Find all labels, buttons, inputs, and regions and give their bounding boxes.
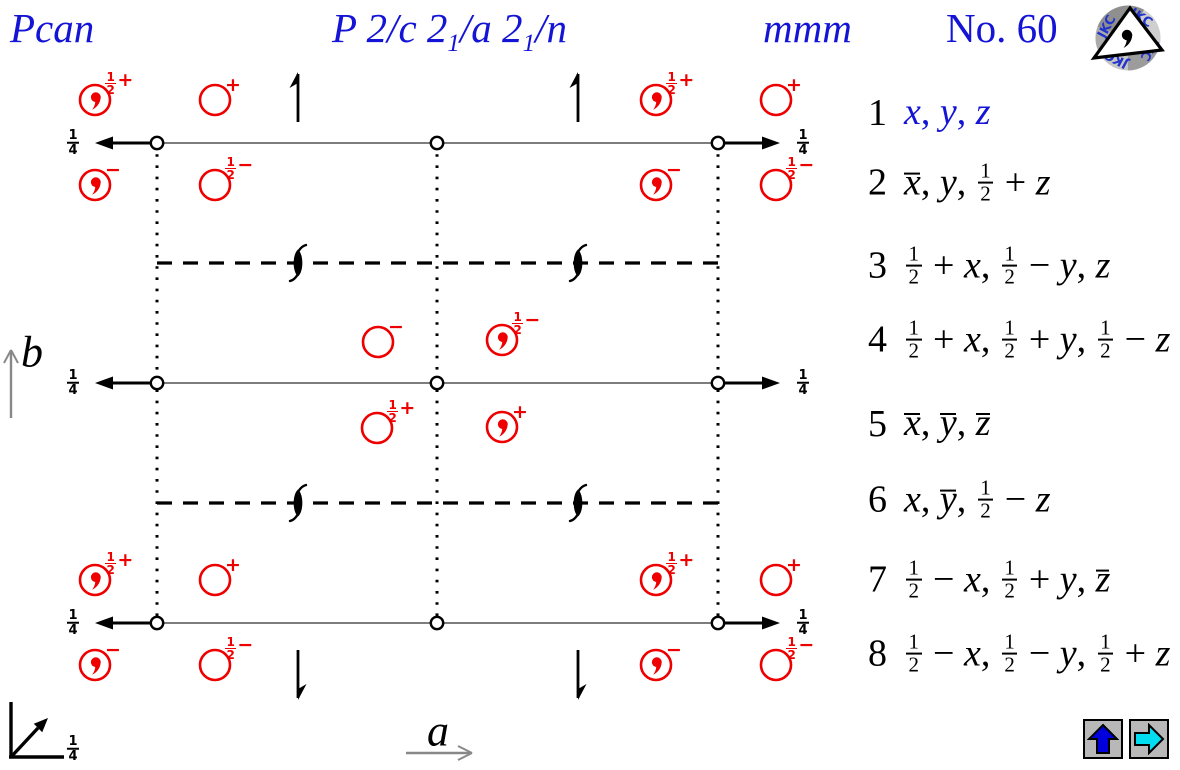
inversion-center-icon: [149, 135, 165, 151]
inversion-center-icon: [429, 375, 445, 391]
atom-comma-circle: [78, 648, 112, 682]
screw-axis-perp-icon: [568, 483, 588, 523]
right-arrow-icon: [1134, 723, 1165, 755]
atom-open-circle: [759, 83, 793, 117]
two-fold-axis-arrow: [95, 136, 157, 150]
jkc-logo[interactable]: JKCJKCJKCJKC: [1080, 0, 1180, 78]
symmetry-op-coords: x, y, z: [904, 91, 991, 134]
atom-comma-circle: [639, 83, 673, 117]
inversion-center-icon: [710, 135, 726, 151]
two-fold-axis-arrow: [718, 616, 780, 630]
atom-comma-circle: [639, 168, 673, 202]
screw-axis-inplane-icon: [569, 72, 580, 122]
atom-open-circle: [361, 325, 395, 359]
symmetry-op-number: 1: [868, 92, 887, 134]
inversion-center-icon: [710, 375, 726, 391]
symmetry-op-number: 3: [868, 245, 887, 287]
screw-axis-perp-icon: [288, 483, 308, 523]
nav-next-button[interactable]: [1129, 719, 1169, 759]
atom-comma-circle: [78, 83, 112, 117]
nav-up-button[interactable]: [1083, 719, 1123, 759]
inversion-center-icon: [710, 615, 726, 631]
atom-open-circle: [198, 168, 232, 202]
screw-axis-perp-icon: [568, 243, 588, 283]
full-symbol: P 2/c 21/a 21/n: [332, 5, 567, 57]
two-fold-axis-arrow: [95, 376, 157, 390]
a-axis-arrow: [406, 745, 473, 761]
atom-open-circle: [759, 563, 793, 597]
two-fold-axis-arrow: [95, 616, 157, 630]
b-axis-arrow: [3, 349, 19, 418]
atom-comma-circle: [639, 648, 673, 682]
short-symbol: Pcan: [10, 5, 95, 51]
two-fold-axis-arrow: [718, 376, 780, 390]
inversion-center-icon: [149, 615, 165, 631]
symmetry-op-number: 5: [868, 403, 887, 445]
two-fold-axis-arrow: [718, 136, 780, 150]
atom-open-circle: [198, 83, 232, 117]
space-group-number: No. 60: [946, 5, 1058, 51]
symmetry-op-number: 8: [868, 633, 887, 675]
symmetry-op-number: 6: [868, 479, 887, 521]
screw-axis-inplane-icon: [289, 72, 300, 122]
symmetry-op-row: 1 x, y, z: [845, 91, 991, 135]
symmetry-op-number: 7: [868, 559, 887, 601]
inversion-center-icon: [429, 615, 445, 631]
screw-axis-perp-icon: [288, 243, 308, 283]
atom-open-circle: [198, 648, 232, 682]
point-group: mmm: [763, 5, 852, 51]
screw-axis-inplane-icon: [576, 650, 587, 700]
atom-comma-circle: [485, 323, 519, 357]
atom-comma-circle: [485, 410, 519, 444]
atom-comma-circle: [78, 168, 112, 202]
up-arrow-icon: [1087, 723, 1119, 754]
symmetry-op-row: 5 x, y, z: [845, 402, 991, 446]
atom-comma-circle: [639, 563, 673, 597]
atom-comma-circle: [78, 563, 112, 597]
symmetry-op-number: 4: [868, 319, 887, 361]
atom-open-circle: [759, 168, 793, 202]
screw-axis-inplane-icon: [296, 650, 307, 700]
symmetry-op-coords: x, y, z: [904, 402, 991, 445]
origin-corner-arrow: [9, 702, 64, 759]
inversion-center-icon: [429, 135, 445, 151]
atom-open-circle: [360, 411, 394, 445]
inversion-center-icon: [149, 375, 165, 391]
atom-open-circle: [198, 563, 232, 597]
symmetry-op-number: 2: [868, 162, 887, 204]
atom-open-circle: [759, 648, 793, 682]
